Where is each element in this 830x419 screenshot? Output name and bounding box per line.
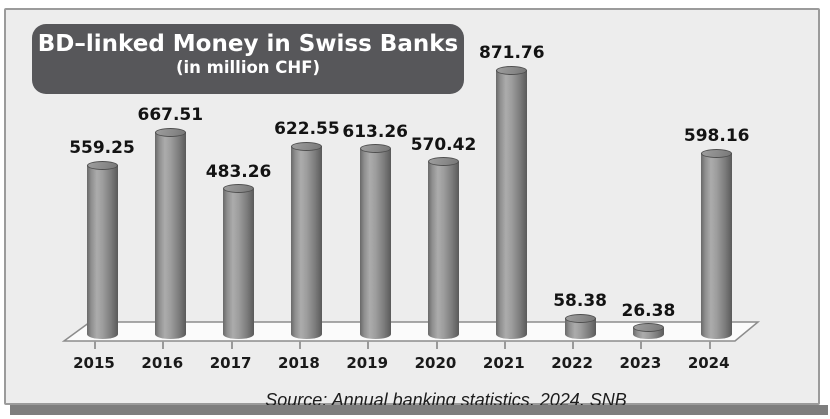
bar-cylinder-2017	[223, 188, 255, 339]
bar-cap-2016	[154, 127, 186, 137]
year-label-2018: 2018	[278, 354, 320, 372]
bar-cylinder-2019	[359, 148, 391, 339]
value-label-2018: 622.55	[274, 119, 340, 140]
bar-cylinder-2024	[701, 153, 733, 339]
card-bottom-shadow	[10, 405, 828, 415]
value-label-2021: 871.76	[478, 43, 545, 63]
axis-tick-2018	[298, 341, 301, 349]
bar-cap-2022	[564, 313, 596, 323]
bar-cylinder-2022	[564, 318, 596, 339]
axis-tick-2019	[367, 341, 370, 349]
value-label-2022: 58.38	[553, 291, 607, 312]
year-label-2022: 2022	[551, 354, 593, 372]
year-label-2019: 2019	[346, 354, 389, 372]
value-label-2017: 483.26	[205, 161, 272, 182]
value-label-2024: 598.16	[683, 126, 750, 147]
chart-card: BD–linked Money in Swiss Banks (in milli…	[4, 8, 820, 410]
bar-cylinder-2018	[291, 146, 323, 339]
axis-tick-2022	[572, 341, 575, 349]
year-label-2023: 2023	[619, 354, 662, 372]
bar-cylinder-2015	[86, 165, 118, 339]
axis-tick-2015	[94, 341, 96, 349]
chart-title: BD–linked Money in Swiss Banks	[37, 31, 459, 57]
bar-cylinder-2016	[154, 132, 186, 339]
bar-cap-2017	[223, 184, 255, 194]
year-label-2015: 2015	[73, 354, 115, 372]
chart-subtitle: (in million CHF)	[175, 58, 321, 77]
axis-tick-2021	[503, 341, 506, 349]
value-label-2016: 667.51	[137, 105, 204, 126]
chart-title-box: BD–linked Money in Swiss Banks (in milli…	[32, 24, 464, 94]
axis-tick-2017	[230, 341, 233, 349]
axis-tick-2020	[435, 341, 438, 349]
bar-cylinder-2021	[496, 70, 528, 339]
year-label-2021: 2021	[482, 354, 525, 372]
bar-cap-2019	[359, 144, 391, 154]
value-label-2023: 26.38	[621, 300, 676, 321]
year-label-2017: 2017	[209, 354, 252, 372]
year-label-2016: 2016	[141, 354, 184, 372]
bar-cylinder-2020	[428, 161, 459, 339]
bar-cap-2023	[632, 323, 664, 333]
bar-cap-2021	[496, 65, 528, 75]
year-label-2024: 2024	[687, 354, 730, 372]
bar-cap-2020	[428, 157, 459, 167]
axis-tick-2023	[640, 341, 643, 349]
bar-cap-2015	[86, 160, 118, 170]
value-label-2019: 613.26	[342, 121, 408, 142]
value-label-2020: 570.42	[410, 134, 477, 155]
year-label-2020: 2020	[414, 354, 457, 372]
axis-tick-2024	[708, 341, 711, 349]
value-label-2015: 559.25	[69, 138, 135, 159]
bar-cap-2024	[701, 148, 733, 158]
bar-cap-2018	[291, 141, 323, 151]
bar-cylinder-2023	[632, 327, 664, 339]
axis-tick-2016	[162, 341, 165, 349]
